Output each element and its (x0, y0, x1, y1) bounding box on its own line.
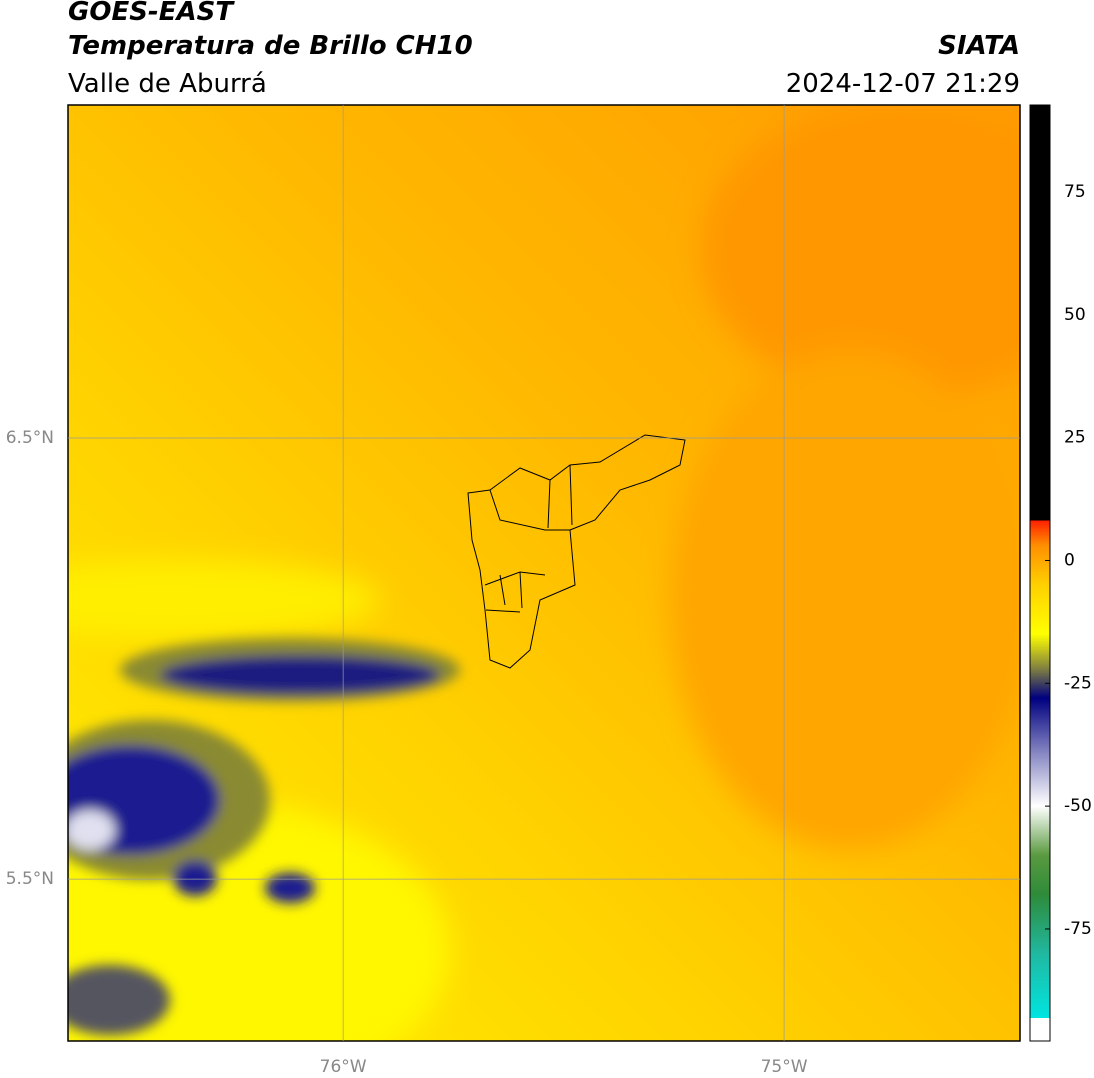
colorbar-tick-label: 0 (1064, 550, 1075, 570)
municipal-boundaries (467, 434, 686, 669)
title: GOES-EAST (68, 0, 235, 27)
source: SIATA (938, 31, 1020, 61)
colorbar-tick-label: 75 (1064, 182, 1086, 202)
map-frame (67, 104, 1021, 1042)
region: Valle de Aburrá (68, 69, 267, 99)
colorbar-tick-label: -75 (1064, 919, 1092, 939)
colorbar (1029, 104, 1051, 1042)
lon-label: 76°W (320, 1057, 367, 1077)
datetime: 2024-12-07 21:29 (786, 69, 1020, 99)
subtitle: Temperatura de Brillo CH10 (68, 31, 473, 61)
colorbar-tick-label: -50 (1064, 796, 1092, 816)
lat-label: 6.5°N (6, 428, 54, 448)
lon-label: 75°W (761, 1057, 808, 1077)
colorbar-tick-label: 50 (1064, 305, 1086, 325)
lat-label: 5.5°N (6, 869, 54, 889)
field (68, 105, 1020, 1041)
colorbar-tick-label: -25 (1064, 673, 1092, 693)
colorbar-tick-label: 25 (1064, 428, 1086, 448)
